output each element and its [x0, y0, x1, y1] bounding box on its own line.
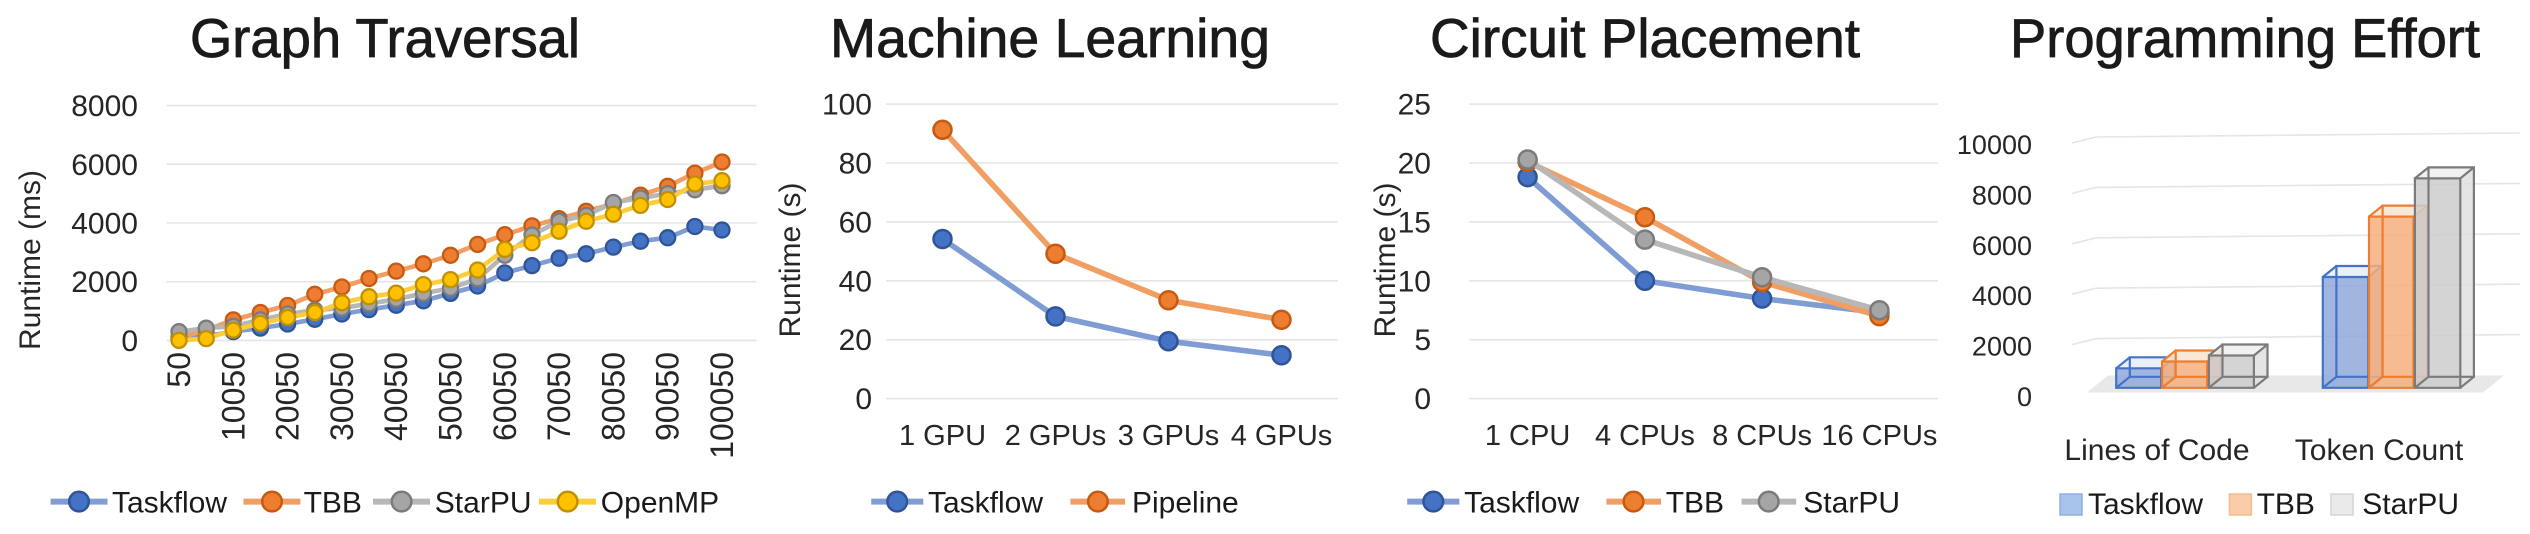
svg-text:10050: 10050 — [215, 352, 251, 441]
svg-text:20: 20 — [839, 324, 872, 357]
svg-text:8000: 8000 — [71, 90, 138, 123]
svg-text:4 CPUs: 4 CPUs — [1595, 420, 1695, 452]
svg-text:8000: 8000 — [1972, 180, 2032, 210]
svg-text:0: 0 — [121, 325, 138, 358]
svg-text:Machine Learning: Machine Learning — [830, 7, 1270, 69]
svg-text:50: 50 — [161, 352, 197, 388]
svg-text:50050: 50050 — [433, 352, 469, 441]
svg-text:4 GPUs: 4 GPUs — [1231, 420, 1333, 452]
svg-text:25: 25 — [1398, 89, 1431, 122]
svg-text:1 CPU: 1 CPU — [1485, 420, 1570, 452]
svg-text:30050: 30050 — [324, 352, 360, 441]
svg-text:Runtime (s): Runtime (s) — [774, 182, 807, 337]
svg-text:8 CPUs: 8 CPUs — [1712, 420, 1812, 452]
svg-text:0: 0 — [855, 383, 872, 416]
svg-text:15: 15 — [1398, 206, 1431, 239]
svg-text:Taskflow: Taskflow — [928, 487, 1043, 520]
svg-text:Circuit Placement: Circuit Placement — [1430, 7, 1860, 69]
svg-text:0: 0 — [2017, 382, 2032, 412]
svg-text:Taskflow: Taskflow — [1464, 487, 1579, 520]
svg-text:Programming Effort: Programming Effort — [2010, 7, 2480, 69]
svg-text:2000: 2000 — [71, 266, 138, 299]
svg-text:StarPU: StarPU — [2362, 488, 2459, 521]
svg-text:4000: 4000 — [1972, 281, 2032, 311]
svg-text:3 GPUs: 3 GPUs — [1118, 420, 1220, 452]
svg-text:16 CPUs: 16 CPUs — [1821, 420, 1937, 452]
svg-text:40: 40 — [839, 265, 872, 298]
svg-text:100050: 100050 — [704, 352, 740, 459]
svg-text:2 GPUs: 2 GPUs — [1005, 420, 1107, 452]
svg-text:60: 60 — [839, 206, 872, 239]
svg-text:70050: 70050 — [541, 352, 577, 441]
svg-text:80050: 80050 — [595, 352, 631, 441]
svg-text:Graph Traversal: Graph Traversal — [190, 7, 580, 69]
svg-text:2000: 2000 — [1972, 332, 2032, 362]
svg-text:Pipeline: Pipeline — [1132, 487, 1239, 520]
svg-text:60050: 60050 — [487, 352, 523, 441]
svg-text:Taskflow: Taskflow — [2088, 488, 2203, 521]
svg-text:TBB: TBB — [304, 487, 362, 520]
svg-text:100: 100 — [822, 89, 872, 122]
svg-text:20: 20 — [1398, 148, 1431, 181]
svg-text:6000: 6000 — [71, 149, 138, 182]
svg-text:OpenMP: OpenMP — [601, 487, 719, 520]
svg-text:90050: 90050 — [650, 352, 686, 441]
svg-text:80: 80 — [839, 148, 872, 181]
svg-text:Lines of Code: Lines of Code — [2064, 434, 2249, 467]
svg-text:Runtime (ms): Runtime (ms) — [14, 170, 47, 350]
svg-text:StarPU: StarPU — [1803, 487, 1900, 520]
svg-text:Runtime (s): Runtime (s) — [1369, 182, 1402, 337]
svg-text:TBB: TBB — [2257, 488, 2315, 521]
svg-text:6000: 6000 — [1972, 231, 2032, 261]
svg-text:20050: 20050 — [270, 352, 306, 441]
svg-text:TBB: TBB — [1666, 487, 1724, 520]
svg-text:10000: 10000 — [1957, 130, 2032, 160]
svg-text:10: 10 — [1398, 265, 1431, 298]
svg-text:0: 0 — [1414, 383, 1431, 416]
svg-text:Taskflow: Taskflow — [112, 487, 227, 520]
svg-text:1 GPU: 1 GPU — [899, 420, 986, 452]
svg-text:4000: 4000 — [71, 208, 138, 241]
svg-text:40050: 40050 — [378, 352, 414, 441]
svg-text:Token Count: Token Count — [2295, 434, 2464, 467]
svg-text:5: 5 — [1414, 324, 1431, 357]
svg-text:StarPU: StarPU — [435, 487, 532, 520]
